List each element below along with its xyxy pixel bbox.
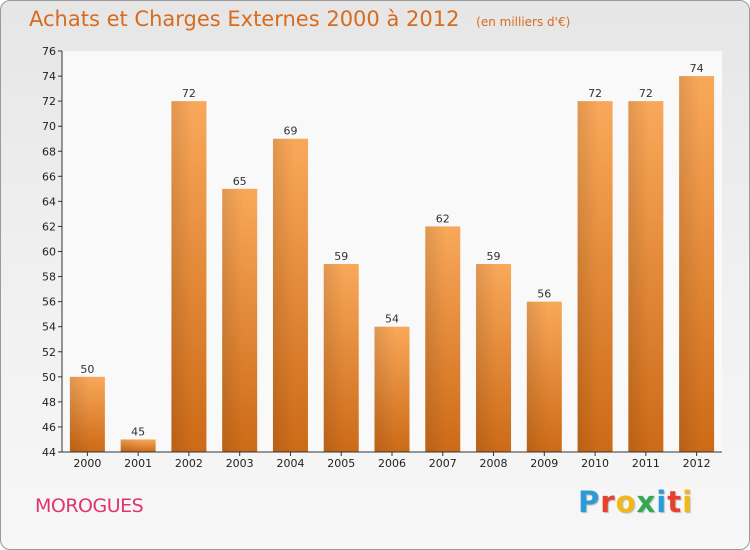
bar-shade <box>577 101 613 452</box>
chart-title: Achats et Charges Externes 2000 à 2012 (… <box>29 7 570 31</box>
bar-shade <box>171 101 207 452</box>
value-label: 72 <box>182 87 196 100</box>
value-label: 50 <box>80 363 94 376</box>
x-tick-label: 2009 <box>530 457 558 470</box>
y-tick-label: 52 <box>42 346 56 359</box>
x-tick-label: 2001 <box>124 457 152 470</box>
bar-shade <box>120 439 156 452</box>
value-label: 62 <box>436 212 450 225</box>
y-tick-label: 56 <box>42 296 56 309</box>
value-label: 69 <box>283 125 297 138</box>
value-label: 56 <box>537 288 551 301</box>
bar-shade <box>526 301 562 452</box>
value-label: 72 <box>588 87 602 100</box>
x-tick-label: 2002 <box>175 457 203 470</box>
bar-shade <box>272 138 308 452</box>
value-label: 54 <box>385 313 399 326</box>
x-tick-label: 2011 <box>632 457 660 470</box>
y-tick-label: 64 <box>42 195 56 208</box>
y-tick-label: 76 <box>42 45 56 58</box>
value-label: 59 <box>334 250 348 263</box>
x-tick-label: 2010 <box>581 457 609 470</box>
x-tick-label: 2003 <box>226 457 254 470</box>
chart-title-text: Achats et Charges Externes 2000 à 2012 <box>29 7 460 31</box>
value-label: 72 <box>639 87 653 100</box>
chart-unit: (en milliers d'€) <box>476 15 571 29</box>
value-label: 45 <box>131 425 145 438</box>
bar-shade <box>679 76 715 452</box>
bar-shade <box>69 376 105 452</box>
logo-letter: i <box>656 485 668 519</box>
y-tick-label: 58 <box>42 271 56 284</box>
logo-letter: x <box>636 485 657 519</box>
bar-shade <box>323 264 359 452</box>
y-tick-label: 60 <box>42 246 56 259</box>
y-tick-label: 70 <box>42 120 56 133</box>
bar-shade <box>374 326 410 452</box>
y-tick-label: 74 <box>42 70 56 83</box>
x-tick-label: 2007 <box>429 457 457 470</box>
city-name: MOROGUES <box>35 495 144 517</box>
logo-letter: o <box>615 485 637 519</box>
y-tick-label: 68 <box>42 145 56 158</box>
x-tick-label: 2006 <box>378 457 406 470</box>
y-tick-label: 62 <box>42 220 56 233</box>
x-tick-label: 2005 <box>327 457 355 470</box>
bar-shade <box>425 226 461 452</box>
x-tick-label: 2000 <box>73 457 101 470</box>
y-tick-label: 44 <box>42 446 56 459</box>
bar-shade <box>476 264 512 452</box>
x-tick-label: 2004 <box>276 457 304 470</box>
y-tick-label: 50 <box>42 371 56 384</box>
logo-letter: i <box>682 485 694 519</box>
x-tick-label: 2012 <box>683 457 711 470</box>
value-label: 59 <box>487 250 501 263</box>
proxiti-logo[interactable]: Proxiti <box>578 485 693 519</box>
value-label: 65 <box>233 175 247 188</box>
bar-shade <box>222 188 258 452</box>
logo-letter: t <box>667 485 683 519</box>
y-tick-label: 66 <box>42 170 56 183</box>
y-tick-label: 48 <box>42 396 56 409</box>
y-tick-label: 54 <box>42 321 56 334</box>
x-tick-label: 2008 <box>480 457 508 470</box>
logo-letter: r <box>600 485 616 519</box>
y-tick-label: 72 <box>42 95 56 108</box>
y-tick-label: 46 <box>42 421 56 434</box>
value-label: 74 <box>690 62 704 75</box>
logo-letter: P <box>578 485 601 519</box>
bar-shade <box>628 101 664 452</box>
